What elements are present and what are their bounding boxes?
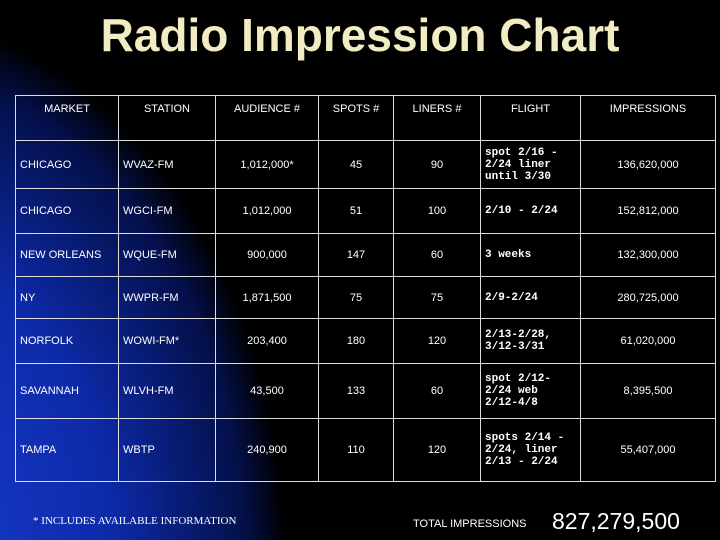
table-row: NORFOLK WOWI-FM* 203,400 180 120 2/13-2/28, 3…	[15, 318, 716, 364]
table-cell: WGCI-FM	[118, 188, 216, 234]
table-cell: CHICAGO	[15, 188, 119, 234]
table-cell: 60	[393, 233, 481, 277]
table-cell: 180	[318, 318, 394, 364]
table-cell: 2/13-2/28, 3/12-3/31	[480, 318, 581, 364]
table-row: TAMPA WBTP 240,900 110 120 spots 2/14 - 2/24,…	[15, 418, 716, 482]
table-cell: 240,900	[215, 418, 319, 482]
table-cell: 900,000	[215, 233, 319, 277]
column-header: STATION	[118, 95, 216, 141]
column-header: FLIGHT	[480, 95, 581, 141]
table-cell: 1,871,500	[215, 276, 319, 319]
column-header: SPOTS #	[318, 95, 394, 141]
header-row: MARKET STATION AUDIENCE # SPOTS # LINERS # FL…	[15, 95, 716, 141]
table-cell: 100	[393, 188, 481, 234]
table-cell: 1,012,000	[215, 188, 319, 234]
table-row: NEW ORLEANS WQUE-FM 900,000 147 60 3 weeks 132…	[15, 233, 716, 277]
table-cell: SAVANNAH	[15, 363, 119, 419]
table-cell: TAMPA	[15, 418, 119, 482]
table-row: SAVANNAH WLVH-FM 43,500 133 60 spot 2/12-2/24…	[15, 363, 716, 419]
table-cell: 8,395,500	[580, 363, 716, 419]
column-header: IMPRESSIONS	[580, 95, 716, 141]
column-header: AUDIENCE #	[215, 95, 319, 141]
table-cell: NEW ORLEANS	[15, 233, 119, 277]
table-cell: 43,500	[215, 363, 319, 419]
table-cell: 3 weeks	[480, 233, 581, 277]
table-cell: spot 2/12-2/24 web 2/12-4/8	[480, 363, 581, 419]
table-body: CHICAGO WVAZ-FM 1,012,000* 45 90 spot 2/16 - …	[15, 140, 716, 482]
table-cell: 133	[318, 363, 394, 419]
table-cell: 280,725,000	[580, 276, 716, 319]
table-cell: 2/10 - 2/24	[480, 188, 581, 234]
table-cell: 61,020,000	[580, 318, 716, 364]
table-cell: 147	[318, 233, 394, 277]
table-cell: 60	[393, 363, 481, 419]
table-row: NY WWPR-FM 1,871,500 75 75 2/9-2/24 280,725,00…	[15, 276, 716, 319]
table-cell: 55,407,000	[580, 418, 716, 482]
table-cell: 90	[393, 140, 481, 189]
table-cell: WQUE-FM	[118, 233, 216, 277]
table-cell: spot 2/16 - 2/24 liner until 3/30	[480, 140, 581, 189]
column-header: MARKET	[15, 95, 119, 141]
table-cell: 120	[393, 318, 481, 364]
table-cell: spots 2/14 - 2/24, liner 2/13 - 2/24	[480, 418, 581, 482]
total-label: TOTAL IMPRESSIONS	[413, 518, 527, 530]
table-row: CHICAGO WGCI-FM 1,012,000 51 100 2/10 - 2/24 1…	[15, 188, 716, 234]
table-cell: WLVH-FM	[118, 363, 216, 419]
table-cell: 51	[318, 188, 394, 234]
table-cell: WVAZ-FM	[118, 140, 216, 189]
table-cell: 75	[318, 276, 394, 319]
table-cell: 2/9-2/24	[480, 276, 581, 319]
table-cell: 203,400	[215, 318, 319, 364]
title: Radio Impression Chart	[100, 9, 620, 61]
total-value: 827,279,500	[552, 508, 680, 534]
footnote: * INCLUDES AVAILABLE INFORMATION	[33, 515, 237, 527]
table-cell: 75	[393, 276, 481, 319]
table-cell: WOWI-FM*	[118, 318, 216, 364]
table-cell: 110	[318, 418, 394, 482]
table-cell: NY	[15, 276, 119, 319]
table-cell: WBTP	[118, 418, 216, 482]
table-cell: CHICAGO	[15, 140, 119, 189]
table-cell: 152,812,000	[580, 188, 716, 234]
column-header: LINERS #	[393, 95, 481, 141]
table-cell: NORFOLK	[15, 318, 119, 364]
table-row: CHICAGO WVAZ-FM 1,012,000* 45 90 spot 2/16 - …	[15, 140, 716, 189]
impression-table: MARKET STATION AUDIENCE # SPOTS # LINERS # FL…	[15, 95, 716, 482]
table-cell: 1,012,000*	[215, 140, 319, 189]
table-cell: WWPR-FM	[118, 276, 216, 319]
table-cell: 132,300,000	[580, 233, 716, 277]
table-cell: 120	[393, 418, 481, 482]
table-cell: 136,620,000	[580, 140, 716, 189]
table-cell: 45	[318, 140, 394, 189]
